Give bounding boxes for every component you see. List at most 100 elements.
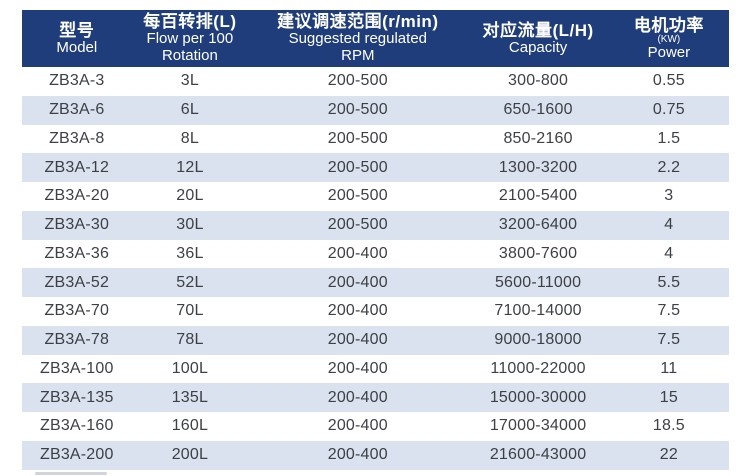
header-model-en: Model	[56, 38, 98, 56]
table-row: ZB3A-78 78L 200-400 9000-18000 7.5	[22, 325, 729, 355]
table-row: ZB3A-100 100L 200-400 11000-22000 11	[22, 355, 729, 384]
cell: ZB3A-20	[44, 187, 110, 205]
header-power-cn: 电机功率	[633, 15, 704, 35]
cell: 36L	[176, 244, 204, 262]
cell: 1300-3200	[498, 158, 578, 176]
cell: 30L	[176, 216, 204, 234]
cell: 2100-5400	[498, 187, 578, 205]
header-col-flow: 每百转排(L) Flow per 100 Rotation	[132, 10, 249, 67]
cell: 9000-18000	[494, 331, 582, 349]
cell: 200-400	[327, 302, 388, 320]
header-flow-en2: Rotation	[161, 47, 218, 65]
cell: 200-500	[327, 101, 388, 119]
cell: 200-500	[327, 72, 388, 90]
table-row: ZB3A-135 135L 200-400 15000-30000 15	[22, 383, 729, 412]
table-body: ZB3A-3 3L 200-500 300-800 0.55 ZB3A-6 6L 200-50…	[22, 67, 729, 470]
cell: 3800-7600	[498, 244, 578, 262]
cell: ZB3A-200	[39, 446, 114, 464]
table-row: ZB3A-200 200L 200-400 21600-43000 22	[22, 440, 729, 470]
cell: 200-400	[327, 446, 388, 464]
cell: 200-500	[327, 187, 388, 205]
cell: 22	[659, 446, 678, 464]
table-header-row: 型号 Model 每百转排(L) Flow per 100 Rotation 建…	[22, 10, 729, 67]
cell: 300-800	[508, 72, 569, 90]
table-row: ZB3A-8 8L 200-500 850-2160 1.5	[22, 125, 729, 154]
cell: ZB3A-135	[39, 388, 114, 406]
cell: 3	[664, 187, 674, 205]
cell: 200-400	[327, 244, 388, 262]
cell: 17000-34000	[489, 417, 587, 435]
header-flow-cn: 每百转排(L)	[143, 12, 237, 32]
cell: 200-400	[327, 388, 388, 406]
header-rpm-en1: Suggested regulated	[288, 30, 428, 48]
cell: 11	[660, 359, 678, 377]
header-col-power: 电机功率 (KW) Power	[609, 10, 729, 67]
bottom-edge-artifact	[35, 472, 107, 475]
cell: ZB3A-100	[39, 359, 114, 377]
cell: 15000-30000	[489, 388, 587, 406]
cell: 850-2160	[503, 129, 573, 147]
cell: 70L	[176, 302, 204, 320]
table-row: ZB3A-20 20L 200-500 2100-5400 3	[22, 182, 729, 211]
cell: ZB3A-12	[44, 158, 110, 176]
cell: 200-500	[327, 216, 388, 234]
cell: 200-500	[327, 129, 388, 147]
cell: 3L	[180, 72, 199, 90]
header-col-capacity: 对应流量(L/H) Capacity	[467, 10, 608, 67]
cell: 20L	[176, 187, 204, 205]
header-model-cn: 型号	[59, 20, 95, 40]
cell: 0.55	[652, 72, 685, 90]
cell: 135L	[171, 388, 209, 406]
cell: ZB3A-52	[44, 273, 110, 291]
table-row: ZB3A-12 12L 200-500 1300-3200 2.2	[22, 153, 729, 182]
cell: ZB3A-30	[44, 216, 110, 234]
table-row: ZB3A-6 6L 200-500 650-1600 0.75	[22, 95, 729, 125]
cell: 5.5	[657, 273, 681, 291]
cell: 200-400	[327, 359, 388, 377]
cell: 4	[664, 216, 674, 234]
cell: 160L	[171, 417, 209, 435]
cell: 78L	[176, 331, 204, 349]
cell: 5600-11000	[494, 273, 582, 291]
cell: 200-400	[327, 273, 388, 291]
cell: 15	[659, 388, 678, 406]
cell: 200-500	[327, 158, 388, 176]
cell: 11000-22000	[490, 359, 586, 377]
table-row: ZB3A-160 160L 200-400 17000-34000 18.5	[22, 412, 729, 441]
cell: ZB3A-160	[39, 417, 114, 435]
header-rpm-cn: 建议调速范围(r/min)	[277, 12, 439, 32]
pump-spec-table: 型号 Model 每百转排(L) Flow per 100 Rotation 建…	[22, 10, 729, 470]
cell: ZB3A-8	[49, 129, 105, 147]
cell: 8L	[180, 129, 199, 147]
table-row: ZB3A-3 3L 200-500 300-800 0.55	[22, 67, 729, 96]
cell: ZB3A-6	[49, 101, 105, 119]
header-power-kw: (KW)	[657, 33, 681, 45]
cell: 200-400	[327, 417, 388, 435]
cell: ZB3A-36	[44, 244, 110, 262]
cell: 100L	[171, 359, 209, 377]
cell: ZB3A-78	[44, 331, 110, 349]
table-row: ZB3A-36 36L 200-400 3800-7600 4	[22, 240, 729, 269]
header-col-rpm: 建议调速范围(r/min) Suggested regulated RPM	[248, 10, 467, 67]
cell: 21600-43000	[489, 446, 587, 464]
cell: 1.5	[657, 129, 681, 147]
cell: 7100-14000	[494, 302, 582, 320]
cell: 4	[664, 244, 674, 262]
cell: ZB3A-70	[44, 302, 110, 320]
cell: 18.5	[652, 417, 685, 435]
cell: 0.75	[652, 101, 685, 119]
header-rpm-en2: RPM	[341, 47, 375, 65]
cell: 7.5	[657, 302, 681, 320]
table-row: ZB3A-30 30L 200-500 3200-6400 4	[22, 210, 729, 240]
cell: 52L	[176, 273, 204, 291]
header-capacity-en: Capacity	[508, 38, 568, 56]
cell: 6L	[180, 101, 199, 119]
header-power-en: Power	[647, 43, 691, 61]
cell: 650-1600	[503, 101, 573, 119]
table-row: ZB3A-70 70L 200-400 7100-14000 7.5	[22, 297, 729, 326]
header-capacity-cn: 对应流量(L/H)	[482, 20, 594, 40]
cell: 12L	[176, 158, 204, 176]
header-col-model: 型号 Model	[22, 10, 132, 67]
table-row: ZB3A-52 52L 200-400 5600-11000 5.5	[22, 268, 729, 297]
cell: 2.2	[657, 158, 681, 176]
